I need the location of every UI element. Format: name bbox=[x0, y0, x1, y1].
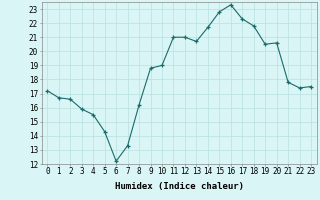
X-axis label: Humidex (Indice chaleur): Humidex (Indice chaleur) bbox=[115, 182, 244, 191]
